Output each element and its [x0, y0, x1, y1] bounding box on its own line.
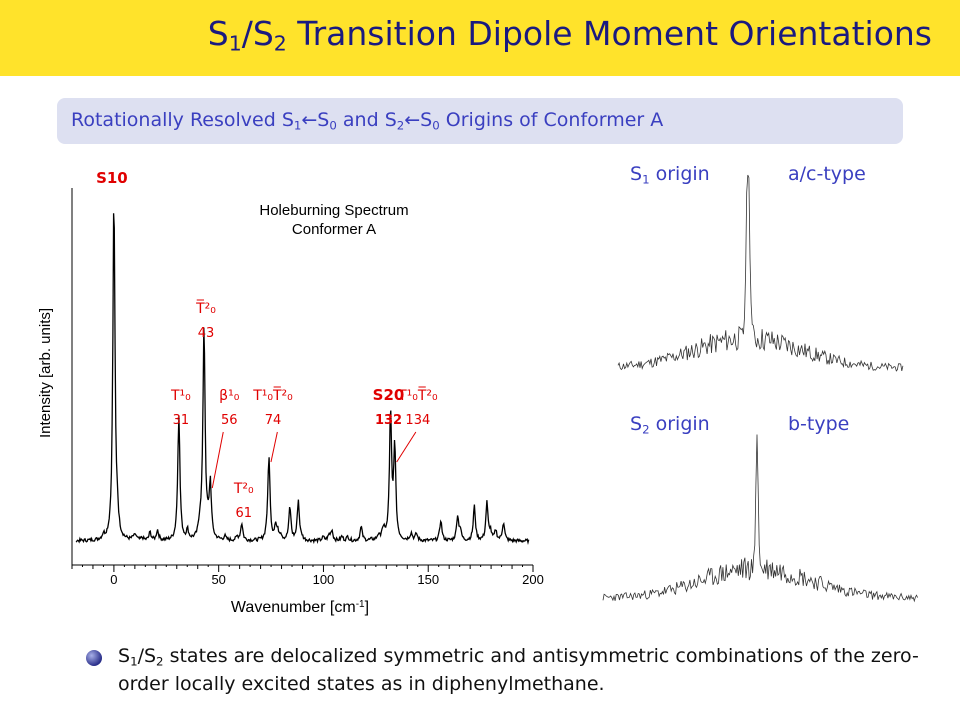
peak-annotation: S20 132 [373, 386, 405, 428]
page-title: S1/S2 Transition Dipole Moment Orientati… [207, 14, 932, 56]
s1-type-label: a/c-type [788, 163, 866, 185]
peak-annotation: T²₀ 61 [233, 481, 254, 521]
annotation-label: S20 [373, 386, 405, 404]
annotation-value: 132 [375, 413, 402, 428]
spectrum-line [75, 213, 530, 545]
annotation-label: T¹₀T̅²₀ [397, 386, 438, 404]
annotation-label: T̅²₀ [195, 299, 216, 317]
chart-title-line-2: Conformer A [292, 221, 376, 238]
annotation-value: 134 [405, 413, 430, 428]
y-axis-label: Intensity [arb. units] [37, 308, 54, 438]
annotation-label: T¹₀T̅²₀ [252, 386, 293, 404]
x-axis-label: Wavenumber [cm-1] [231, 599, 369, 617]
annotation-label: S10 [96, 169, 128, 187]
annotation-leader [396, 431, 417, 463]
x-tick-label: 100 [313, 572, 335, 587]
bullet-text: S1/S2 states are delocalized symmetric a… [118, 645, 919, 695]
peak-annotation: T̅²₀ 43 [195, 299, 216, 341]
annotation-label: T¹₀ [170, 388, 191, 404]
x-tick-label: 150 [417, 572, 439, 587]
annotation-value: 31 [173, 413, 190, 428]
peak-annotations: S10T¹₀31T̅²₀43β¹₀56T²₀61T¹₀T̅²₀74S20132T… [96, 169, 438, 521]
x-tick-label: 0 [110, 572, 117, 587]
peak-annotation: T¹₀T̅²₀ 134 [396, 386, 438, 463]
peak-annotation: T¹₀ 31 [170, 388, 191, 428]
subtitle: Rotationally Resolved S1←S0 and S2←S0 Or… [71, 109, 664, 133]
s1-origin-trace [617, 174, 904, 372]
x-tick-label: 50 [211, 572, 225, 587]
annotation-value: 56 [221, 413, 238, 428]
spectrum-line-group [75, 213, 530, 545]
peak-annotation: T¹₀T̅²₀ 74 [252, 386, 293, 463]
annotation-label: T²₀ [233, 481, 254, 497]
annotation-leader [270, 431, 278, 463]
chart-title-line-1: Holeburning Spectrum [259, 202, 408, 219]
peak-annotation: β¹₀ 56 [211, 388, 240, 489]
s2-type-label: b-type [788, 413, 850, 435]
annotation-label: β¹₀ [219, 388, 240, 404]
annotation-value: 74 [265, 413, 282, 428]
subtitle-box: Rotationally Resolved S1←S0 and S2←S0 Or… [57, 98, 903, 144]
chart-axes: 0 50 100 150 200 [71, 188, 544, 587]
s1-origin-label: S1 origin [630, 163, 710, 187]
annotation-value: 43 [198, 326, 215, 341]
s2-origin-trace [602, 434, 918, 603]
peak-annotation: S10 [96, 169, 128, 187]
x-tick-label: 200 [522, 572, 544, 587]
s2-origin-label: S2 origin [630, 413, 710, 437]
title-banner: S1/S2 Transition Dipole Moment Orientati… [0, 0, 960, 76]
bullet-icon [86, 650, 102, 666]
annotation-value: 61 [235, 506, 252, 521]
annotation-leader [211, 431, 224, 489]
